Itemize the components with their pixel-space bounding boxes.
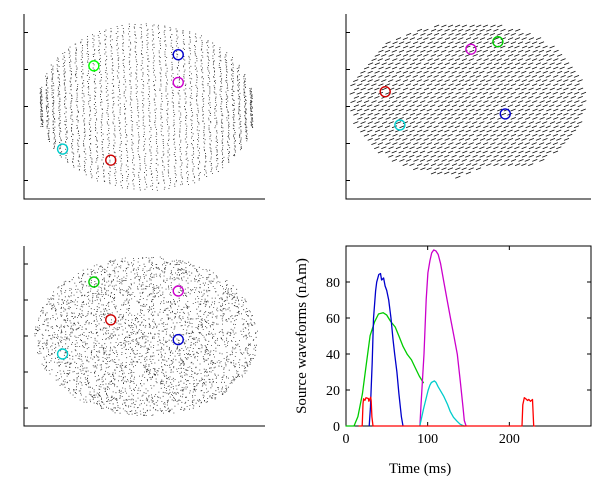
- panel-bottom-left-ticks: [24, 263, 28, 409]
- source-marker-0: [88, 276, 100, 288]
- dipole-dots: [34, 256, 258, 416]
- y-tick-label: 40: [326, 348, 340, 363]
- source-marker-3: [499, 108, 511, 120]
- panel-top-left-ticks: [24, 32, 28, 181]
- y-tick-label: 20: [326, 384, 340, 399]
- source-marker-2: [105, 314, 117, 326]
- brain-bottom-view-dots: [34, 256, 258, 416]
- x-tick-label: 0: [343, 432, 350, 447]
- dipole-dots: [39, 23, 254, 191]
- y-tick-label: 80: [326, 276, 340, 291]
- panel-top-right-axes: [345, 14, 591, 200]
- panel-top-right-ticks: [346, 32, 350, 181]
- source-markers-side: [379, 36, 511, 131]
- dipole-dashes: [349, 24, 587, 179]
- x-axis-label: Time (ms): [389, 461, 451, 477]
- x-tick-label: 200: [499, 432, 520, 447]
- waveform-series: [345, 249, 536, 427]
- brain-top-view-dots: [39, 23, 254, 191]
- y-tick-label: 60: [326, 312, 340, 327]
- source-marker-4: [105, 154, 117, 166]
- source-marker-2: [172, 76, 184, 89]
- source-marker-0: [465, 43, 477, 55]
- waveform-plot-frame: [345, 245, 592, 427]
- panel-top-left: [23, 14, 265, 200]
- source-marker-3: [172, 333, 184, 346]
- series-line-2: [419, 249, 467, 427]
- source-marker-0: [88, 60, 100, 72]
- series-line-0: [345, 312, 425, 427]
- source-markers-bottom: [56, 276, 184, 360]
- panel-top-right: [345, 14, 591, 200]
- source-marker-3: [56, 143, 69, 155]
- x-tick-label: 100: [417, 432, 438, 447]
- source-marker-1: [172, 49, 184, 61]
- source-markers-top: [56, 49, 184, 166]
- y-axis-label: Source waveforms (nAm): [294, 258, 310, 414]
- y-tick-label: 0: [333, 420, 340, 435]
- panel-bottom-left: [23, 246, 265, 427]
- panel-top-left-axes: [23, 14, 265, 200]
- panel-bottom-right-chart: 0 100 200 0 20 40 60 80 Time (ms) Source wavefo…: [294, 245, 592, 477]
- source-marker-4: [394, 119, 406, 131]
- series-line-4: [358, 396, 536, 427]
- source-marker-1: [172, 285, 184, 297]
- source-marker-2: [379, 85, 391, 98]
- series-line-3: [419, 380, 466, 427]
- waveform-ticks: [345, 246, 591, 427]
- series-line-1: [368, 272, 404, 427]
- brain-side-view-dots: [349, 24, 587, 179]
- source-marker-4: [56, 348, 69, 360]
- source-marker-1: [492, 36, 504, 48]
- panel-bottom-left-axes: [23, 246, 265, 427]
- waveform-tick-labels: 0 100 200 0 20 40 60 80: [326, 276, 520, 447]
